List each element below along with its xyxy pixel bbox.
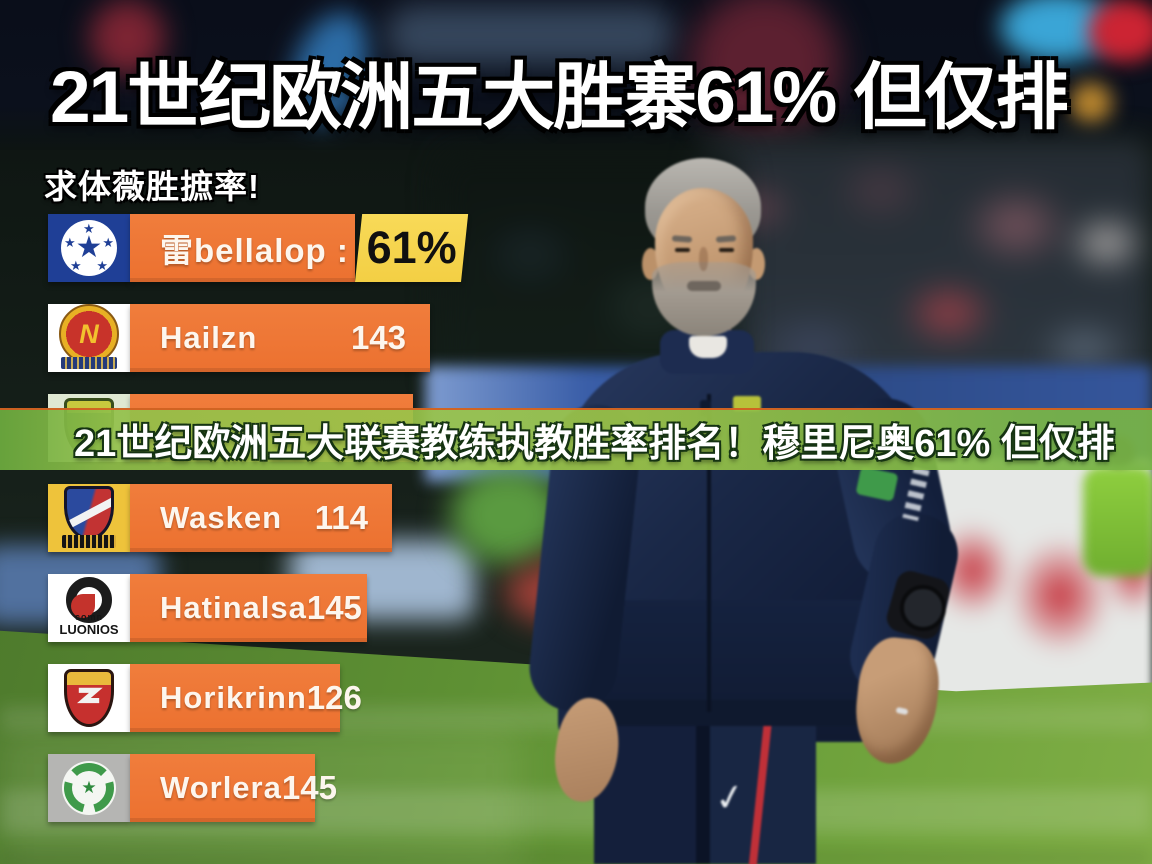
roundel: N — [59, 304, 119, 364]
blue-red-shield-logo-icon — [48, 484, 130, 552]
nose-shadow — [699, 247, 708, 271]
star-icon: ★ — [70, 258, 82, 273]
ad-blob-red — [90, 0, 165, 75]
row-name: Worlera — [160, 770, 282, 805]
highlight-value-box: 61% — [355, 214, 469, 282]
white-undershirt — [689, 336, 727, 358]
ad-blob-gray — [385, 5, 675, 65]
logo-caption-top: comn — [74, 612, 103, 622]
star-icon: ★ — [96, 258, 108, 273]
gray-beard — [652, 262, 756, 336]
ad-blob-brightred — [1088, 0, 1152, 62]
bar: Hatinalsa 145 — [130, 574, 367, 642]
row-name: Hatinalsa — [160, 590, 307, 625]
bar: Hailzn 143 — [130, 304, 430, 372]
ribbon-banner — [62, 535, 116, 548]
white-zigzag — [77, 687, 103, 704]
bar: Horikrinn 126 — [130, 664, 362, 732]
chart-row-4: Wasken 114 — [48, 484, 528, 552]
row-name: Horikrinn — [160, 680, 307, 715]
chart-title: 求体薇胜摭率! — [44, 168, 260, 205]
swirl-ball: ★ — [54, 753, 124, 823]
starball: ★ ★ ★ ★ ★ ★ — [61, 220, 117, 276]
chart-row-1: ★ ★ ★ ★ ★ ★ 雷bellalop : 61% — [48, 214, 528, 282]
row-value: 61% — [366, 222, 457, 273]
swirl-arc — [64, 763, 114, 813]
white-slash — [67, 494, 111, 532]
star-icon: ★ — [64, 235, 76, 250]
red-crescent — [71, 594, 95, 618]
stadium-ad-band — [0, 0, 1152, 150]
ranking-chart: ★ ★ ★ ★ ★ ★ 雷bellalop : 61% N Hai — [48, 214, 528, 844]
row-value: 145 — [306, 589, 362, 626]
chest-crest — [733, 396, 761, 411]
row-name: Hailzn — [160, 320, 258, 355]
row-value: 126 — [306, 679, 362, 716]
row-value: 143 — [350, 319, 406, 356]
chart-row-2: N Hailzn 143 — [48, 304, 528, 372]
left-eye — [675, 248, 690, 252]
star-icon: ★ — [83, 221, 95, 236]
row-value: 145 — [281, 769, 337, 806]
row-value: 114 — [314, 499, 368, 536]
ucl-starball-logo-icon: ★ ★ ★ ★ ★ ★ — [48, 214, 130, 282]
zipper — [707, 394, 711, 712]
letter-n: N — [79, 318, 99, 349]
nike-swoosh-icon: ✓ — [711, 774, 749, 821]
green-swirl-ball-logo-icon: ★ — [48, 753, 130, 823]
right-eye — [719, 248, 734, 252]
jacket-hem — [594, 700, 906, 726]
banner-text: 21世纪欧洲五大联赛教练执教胜率排名！穆里尼奥61% 但仅排 — [74, 422, 1115, 465]
ribbon-banner — [61, 357, 117, 369]
row-name: 雷bellalop : — [160, 232, 349, 269]
overlay-title-banner: 21世纪欧洲五大联赛教练执教胜率排名！穆里尼奥61% 但仅排 — [0, 408, 1152, 470]
bar: Wasken 114 — [130, 484, 392, 552]
chart-row-5: comn LUONIOS Hatinalsa 145 — [48, 574, 528, 642]
black-red-roundel-logo-icon: comn LUONIOS — [48, 574, 130, 642]
star-icon: ★ — [75, 231, 103, 264]
row-name: Wasken — [160, 500, 283, 535]
shield — [64, 669, 114, 727]
chart-row-6: Horikrinn 126 — [48, 664, 528, 732]
logo-caption-bottom: LUONIOS — [59, 622, 119, 637]
pants-shadow — [696, 714, 710, 864]
star-icon: ★ — [81, 778, 97, 797]
wristwatch-icon — [900, 585, 946, 631]
mow-stripe — [0, 852, 1152, 864]
red-yellow-shield-logo-icon — [48, 664, 130, 732]
roundel — [66, 577, 112, 623]
ad-blob-darkred — [690, 0, 840, 135]
ad-blob-gold — [1070, 82, 1112, 124]
mouth — [687, 281, 721, 291]
white-ad-board — [922, 458, 1152, 708]
red-yellow-roundel-logo-icon: N — [48, 304, 130, 372]
shield — [64, 486, 114, 540]
chart-row-7: ★ Worlera 145 — [48, 753, 528, 823]
bar: 雷bellalop : — [130, 214, 355, 282]
headline-text: 21世纪欧洲五大胜寨61% 但仅排 — [50, 57, 1069, 138]
bar: Worlera 145 — [130, 754, 337, 822]
steward-hi-vis-vest — [1083, 466, 1152, 576]
star-icon: ★ — [102, 235, 114, 250]
